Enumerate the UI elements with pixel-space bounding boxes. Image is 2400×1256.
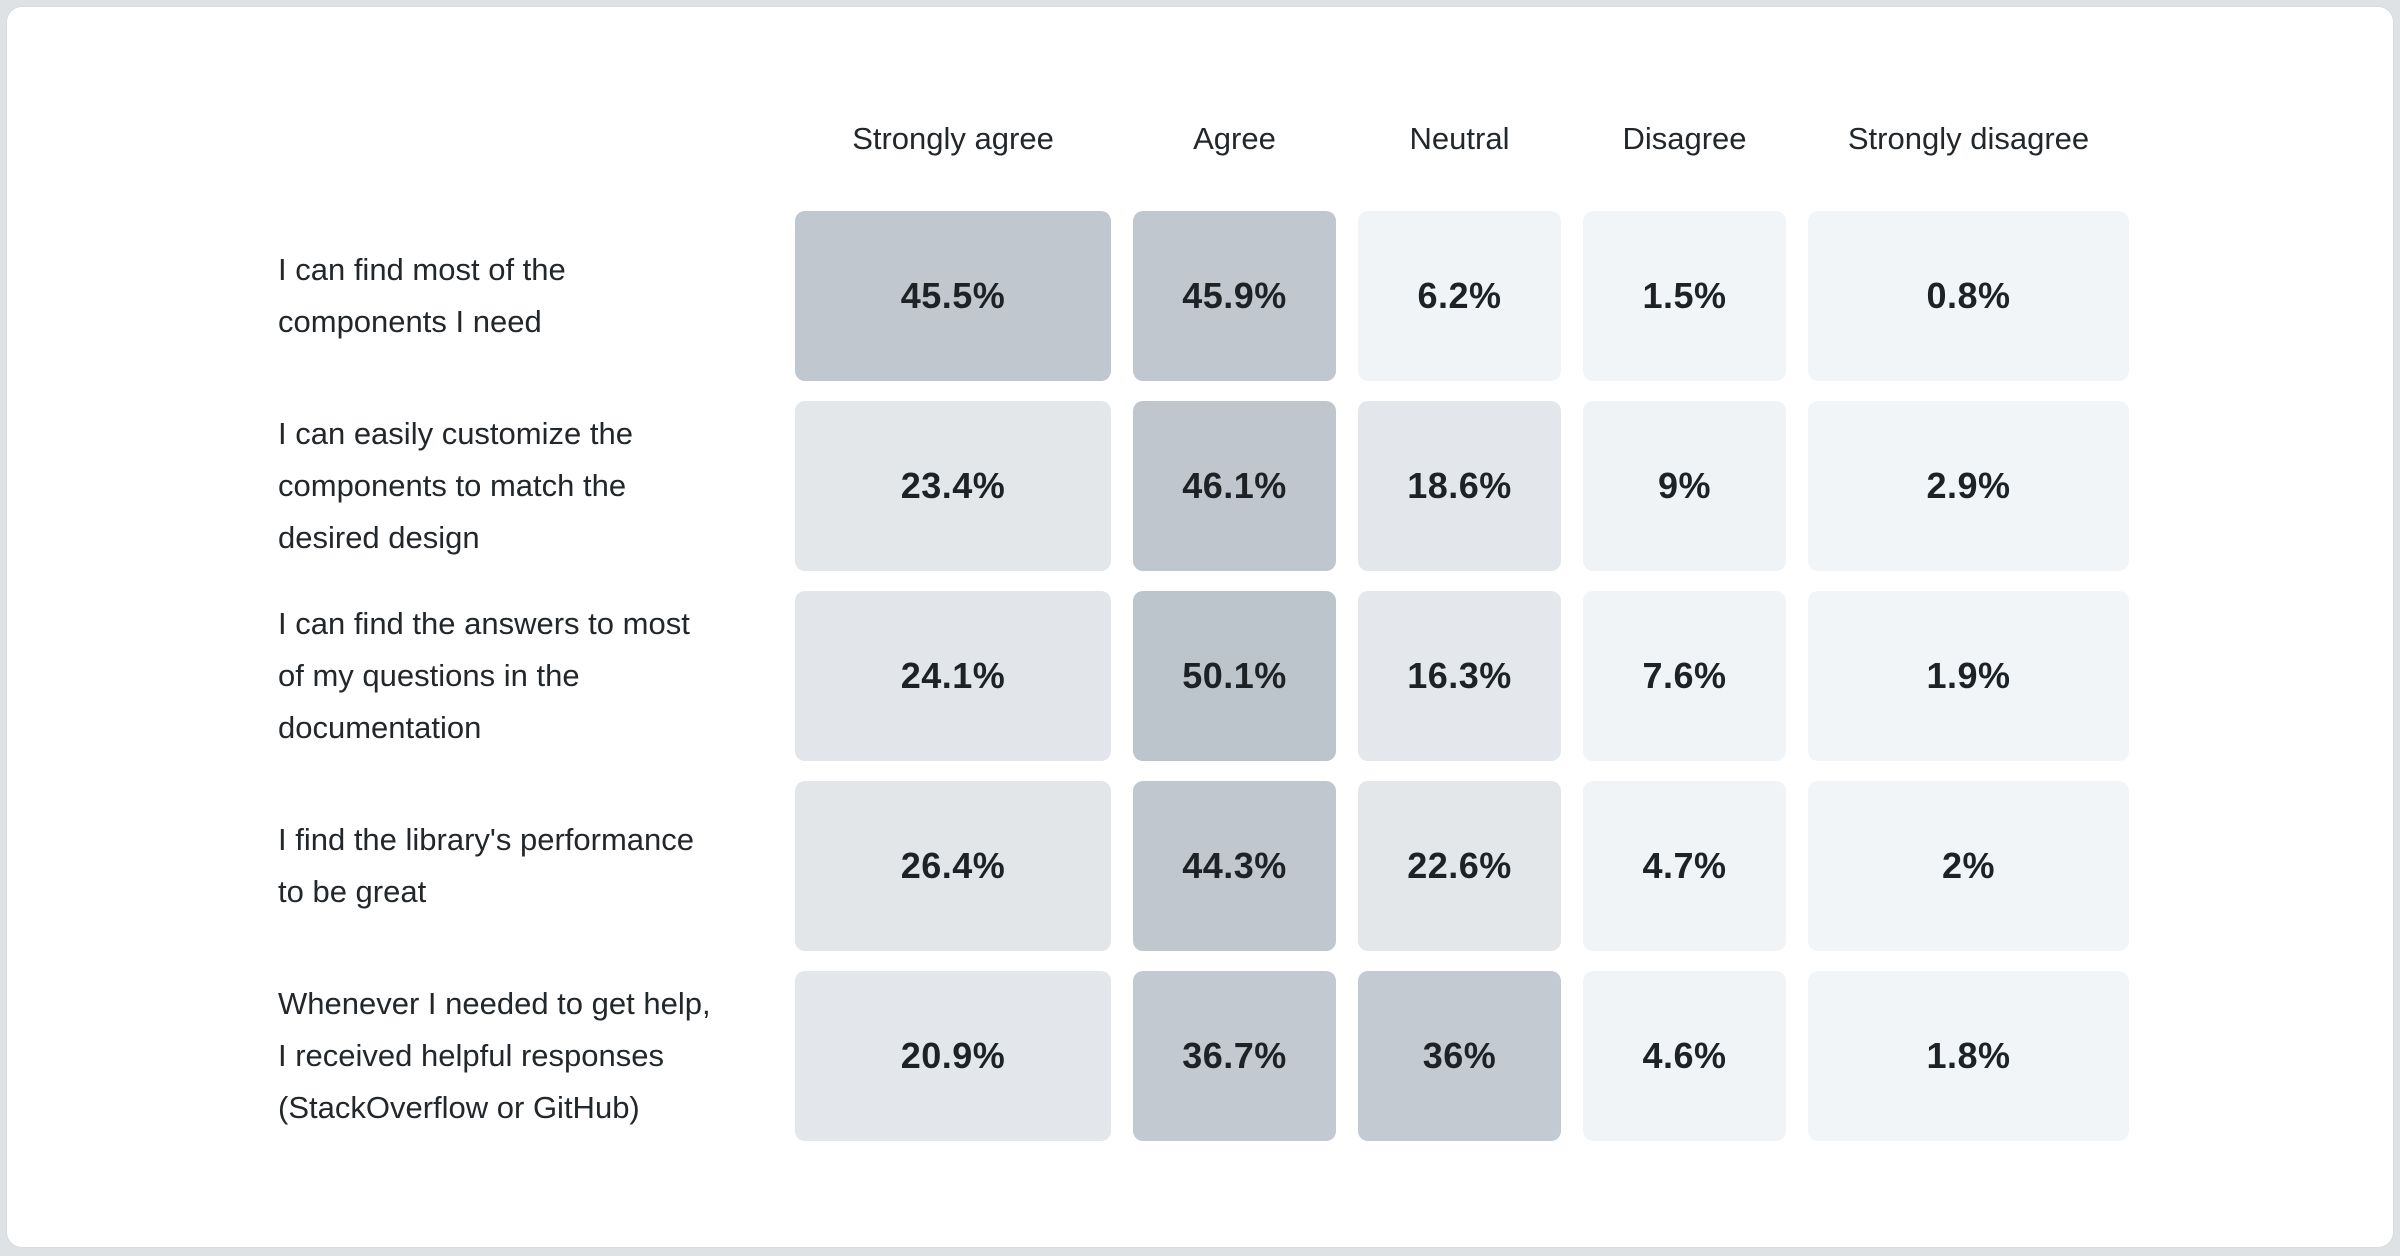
heatmap-cell: 20.9% (795, 971, 1111, 1141)
heatmap-cell: 0.8% (1808, 211, 2129, 381)
row-label: I can find the answers to most of my que… (278, 606, 690, 745)
heatmap-cell: 16.3% (1358, 591, 1561, 761)
heatmap-cell: 23.4% (795, 401, 1111, 571)
heatmap-cell: 22.6% (1358, 781, 1561, 951)
heatmap-cell: 1.9% (1808, 591, 2129, 761)
column-header-strongly-agree: Strongly agree (852, 121, 1054, 156)
heatmap-cell: 1.8% (1808, 971, 2129, 1141)
row-label: Whenever I needed to get help, I receive… (278, 986, 711, 1125)
heatmap-cell: 36% (1358, 971, 1561, 1141)
heatmap-cell: 18.6% (1358, 401, 1561, 571)
heatmap-cell: 36.7% (1133, 971, 1336, 1141)
row-label: I can easily customize the components to… (278, 416, 633, 555)
heatmap-cell: 50.1% (1133, 591, 1336, 761)
heatmap-cell: 24.1% (795, 591, 1111, 761)
column-header-agree: Agree (1193, 121, 1276, 156)
column-header-disagree: Disagree (1622, 121, 1747, 156)
heatmap-cell: 4.6% (1583, 971, 1786, 1141)
heatmap-cell: 44.3% (1133, 781, 1336, 951)
row-label: I find the library's performance to be g… (278, 822, 694, 909)
heatmap-cell: 4.7% (1583, 781, 1786, 951)
column-header-strongly-disagree: Strongly disagree (1847, 121, 2090, 156)
column-header-neutral: Neutral (1409, 121, 1510, 156)
heatmap-cell: 2% (1808, 781, 2129, 951)
heatmap-cell: 9% (1583, 401, 1786, 571)
heatmap-cell: 2.9% (1808, 401, 2129, 571)
heatmap-cell: 45.5% (795, 211, 1111, 381)
heatmap-cell: 1.5% (1583, 211, 1786, 381)
heatmap-body: I can find most of the components I need… (278, 211, 2129, 1141)
row-label: I can find most of the components I need (278, 252, 566, 339)
heatmap-cell: 46.1% (1133, 401, 1336, 571)
heatmap-cell: 6.2% (1358, 211, 1561, 381)
heatmap-cell: 45.9% (1133, 211, 1336, 381)
heatmap-cell: 26.4% (795, 781, 1111, 951)
column-headers: Strongly agree Agree Neutral Disagree St… (278, 117, 2129, 161)
survey-results-card: Strongly agree Agree Neutral Disagree St… (6, 6, 2394, 1248)
heatmap-cell: 7.6% (1583, 591, 1786, 761)
